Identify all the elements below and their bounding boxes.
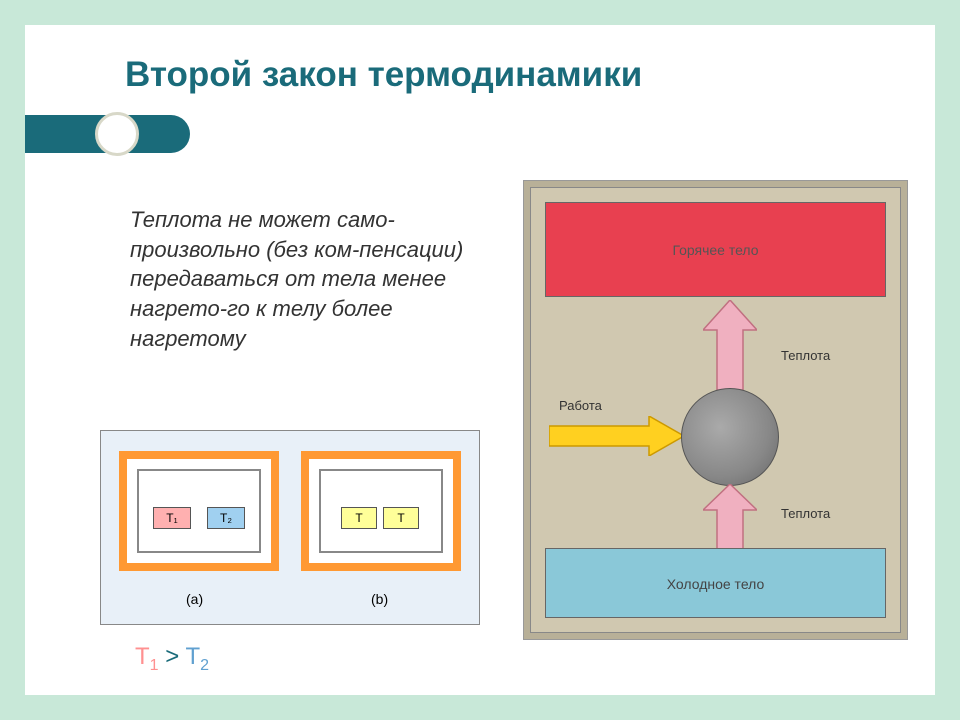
diagram-panel-b: T T bbox=[301, 451, 461, 571]
heat-label-bottom: Теплота bbox=[781, 506, 830, 521]
work-arrow bbox=[549, 416, 684, 456]
heat-arrow-top bbox=[703, 300, 757, 390]
slide: Второй закон термодинамики Теплота не мо… bbox=[25, 25, 935, 695]
inner-container-a: T₁ T₂ bbox=[137, 469, 261, 553]
hot-reservoir: Горячее тело bbox=[545, 202, 886, 297]
engine-circle bbox=[681, 388, 779, 486]
t2-box: T₂ bbox=[207, 507, 245, 529]
heat-engine-canvas: Горячее тело Теплота Работа Теплота Холо… bbox=[530, 187, 901, 633]
heat-engine-diagram: Горячее тело Теплота Работа Теплота Холо… bbox=[523, 180, 908, 640]
heat-arrow-bottom bbox=[703, 484, 757, 556]
title-bullet-circle bbox=[95, 112, 139, 156]
cold-reservoir: Холодное тело bbox=[545, 548, 886, 618]
t2-symbol: T2 bbox=[186, 643, 210, 670]
sublabel-b: (b) bbox=[371, 591, 388, 607]
t1-box: T₁ bbox=[153, 507, 191, 529]
t1-symbol: T1 bbox=[135, 643, 159, 670]
temperature-diagram: T₁ T₂ T T (a) (b) bbox=[100, 430, 480, 625]
t-box-right: T bbox=[383, 507, 419, 529]
work-label: Работа bbox=[559, 398, 602, 413]
heat-label-top: Теплота bbox=[781, 348, 830, 363]
inner-container-b: T T bbox=[319, 469, 443, 553]
definition-text: Теплота не может само-произвольно (без к… bbox=[130, 205, 470, 353]
diagram-panel-a: T₁ T₂ bbox=[119, 451, 279, 571]
t-box-left: T bbox=[341, 507, 377, 529]
slide-title: Второй закон термодинамики bbox=[125, 55, 642, 95]
greater-than: > bbox=[165, 643, 179, 670]
sublabel-a: (a) bbox=[186, 591, 203, 607]
inequality: T1 > T2 bbox=[135, 643, 209, 675]
